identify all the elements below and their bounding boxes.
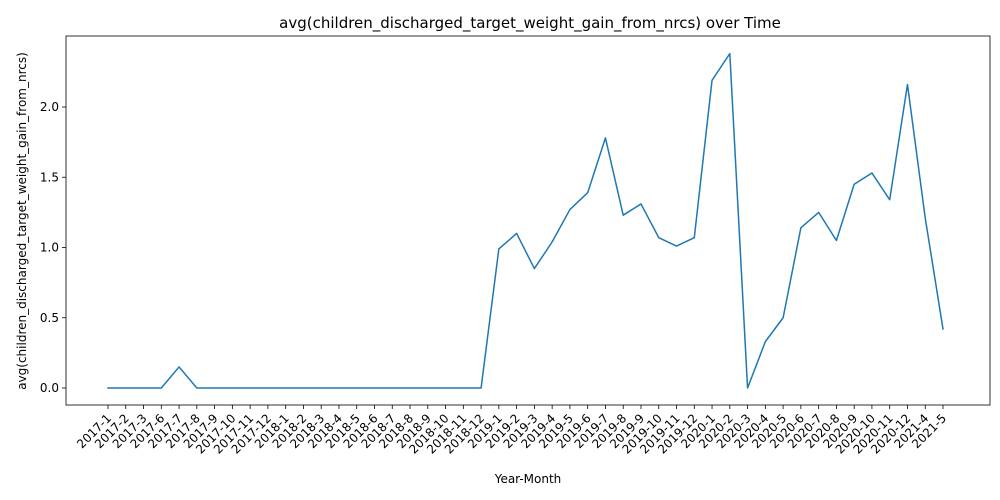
y-tick-label: 0.5 bbox=[40, 311, 59, 325]
y-axis: 0.0 0.5 1.0 1.5 2.0 bbox=[40, 100, 66, 395]
y-tick-label: 1.0 bbox=[40, 241, 59, 255]
y-tick-label: 2.0 bbox=[40, 100, 59, 114]
y-tick-label: 1.5 bbox=[40, 170, 59, 184]
y-tick-label: 0.0 bbox=[40, 381, 59, 395]
x-axis-label: Year-Month bbox=[494, 472, 562, 486]
y-axis-label: avg(children_discharged_target_weight_ga… bbox=[15, 52, 29, 390]
x-axis: 2017-12017-22017-32017-62017-72017-82017… bbox=[74, 405, 949, 457]
chart-title: avg(children_discharged_target_weight_ga… bbox=[279, 14, 781, 33]
plot-frame bbox=[65, 35, 991, 406]
series-line bbox=[107, 52, 944, 389]
plot-area bbox=[107, 52, 944, 389]
